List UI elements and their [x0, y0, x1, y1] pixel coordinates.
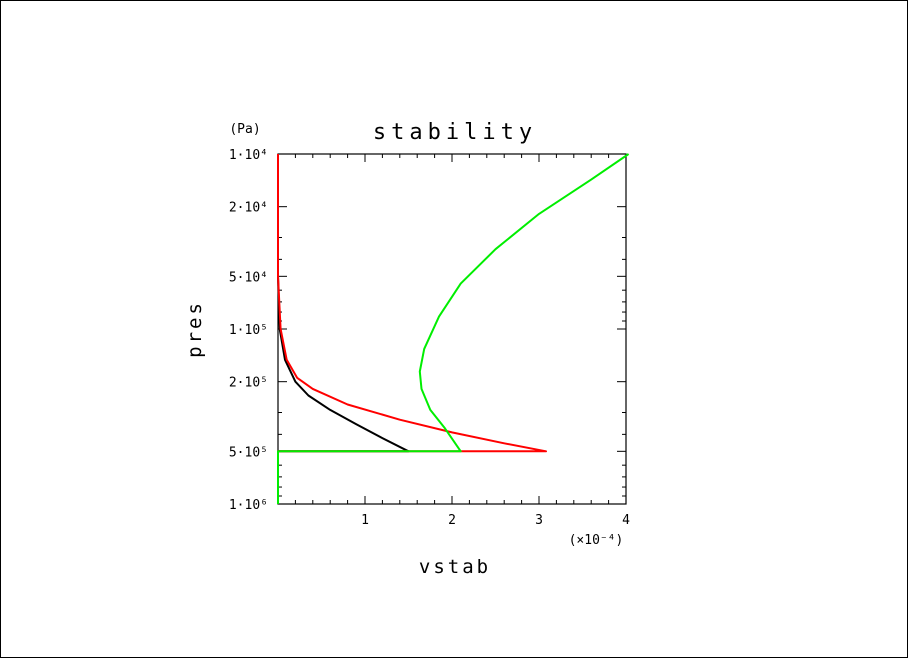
x-tick-label: 2: [448, 513, 456, 528]
chart-title: stability: [373, 120, 537, 145]
y-tick-label: 2·10⁴: [229, 201, 268, 216]
y-tick-label: 1·10⁵: [229, 323, 268, 338]
x-axis-label: vstab: [419, 556, 491, 578]
series-layer: [277, 153, 630, 504]
y-axis-label: pres: [184, 300, 206, 358]
y-tick-label: 1·10⁴: [229, 148, 268, 163]
series-line-2: [277, 154, 547, 504]
x-tick-label: 4: [622, 513, 630, 528]
x-tick-label: 3: [535, 513, 543, 528]
y-tick-label: 2·10⁵: [229, 376, 268, 391]
series-line-3: [277, 153, 630, 504]
x-scale-label: (×10⁻⁴): [569, 533, 624, 548]
y-tick-label: 1·10⁶: [229, 498, 268, 513]
y-tick-label: 5·10⁵: [229, 445, 268, 460]
y-tick-label: 5·10⁴: [229, 270, 268, 285]
tick-labels: 1 2 3 4 1·10⁴ 2·10⁴ 5·10⁴ 1·10⁵ 2·10⁵ 5·10⁵ 1·10⁶: [229, 148, 630, 528]
y-unit-label: (Pa): [229, 122, 260, 137]
x-tick-label: 1: [361, 513, 369, 528]
